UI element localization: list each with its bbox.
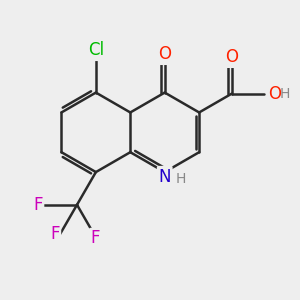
Text: H: H — [176, 172, 186, 186]
Text: H: H — [280, 87, 290, 100]
Text: O: O — [158, 45, 171, 63]
Text: O: O — [225, 48, 239, 66]
Text: F: F — [33, 196, 43, 214]
Text: F: F — [50, 225, 59, 243]
Text: N: N — [158, 167, 171, 185]
Text: Cl: Cl — [88, 41, 104, 59]
Text: F: F — [91, 230, 100, 247]
Text: O: O — [268, 85, 281, 103]
